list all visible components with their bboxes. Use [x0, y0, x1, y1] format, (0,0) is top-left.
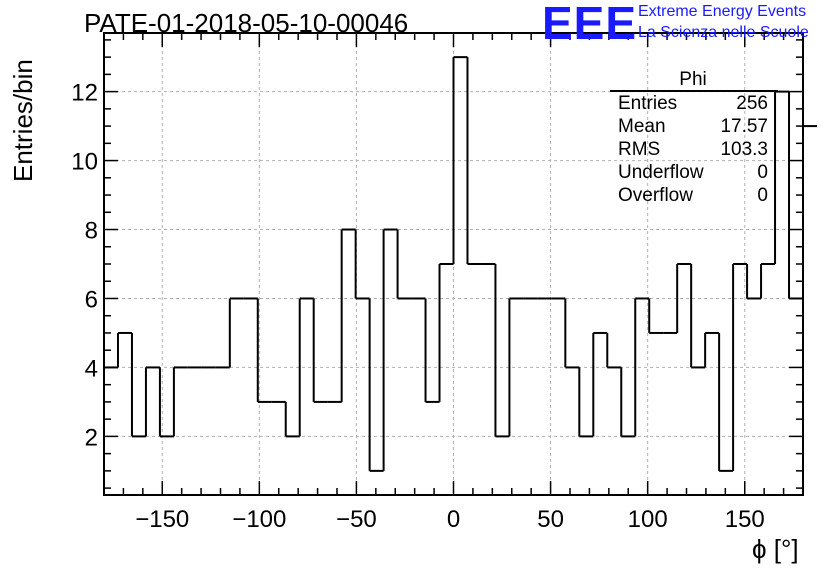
- y-axis-label: Entries/bin: [8, 59, 38, 182]
- x-tick-label: −150: [135, 506, 189, 533]
- histogram-bars: [104, 56, 817, 472]
- x-tick-label: −50: [336, 506, 377, 533]
- stats-row-underflow: Underflow 0: [608, 161, 778, 184]
- y-tick-label: 6: [85, 286, 98, 313]
- stats-label: Underflow: [618, 162, 704, 183]
- eee-logo: EEE: [542, 0, 638, 49]
- x-tick-label: 50: [537, 506, 564, 533]
- stats-row-entries: Entries 256: [608, 92, 778, 115]
- stats-value: 103.3: [720, 139, 768, 160]
- tick-labels: −150 −100 −50 0 50 100 150 2 4 6 8 10 12: [71, 80, 764, 533]
- stats-title: Phi: [679, 69, 707, 90]
- chart-title: PATE-01-2018-05-10-00046: [84, 8, 409, 38]
- y-tick-label: 12: [71, 80, 98, 107]
- stats-row-mean: Mean 17.57: [608, 115, 778, 138]
- y-tick-label: 2: [85, 424, 98, 451]
- y-tick-label: 4: [85, 355, 98, 382]
- x-axis-label: ϕ [°]: [752, 534, 799, 564]
- stats-row-overflow: Overflow 0: [608, 184, 778, 207]
- stats-value: 256: [736, 93, 768, 114]
- axes: [103, 32, 804, 496]
- stats-box: Phi Entries 256 Mean 17.57 RMS 103.3 Und…: [608, 70, 778, 207]
- x-tick-label: 100: [628, 506, 668, 533]
- x-tick-label: −100: [232, 506, 286, 533]
- y-tick-label: 8: [85, 218, 98, 245]
- logo-text-line2: La Scienza nelle Scuole: [638, 24, 809, 41]
- stats-value: 0: [757, 185, 768, 206]
- stats-label: Mean: [618, 116, 666, 137]
- x-tick-label: 0: [447, 506, 460, 533]
- stats-divider: [610, 90, 778, 92]
- y-tick-label: 10: [71, 149, 98, 176]
- logo-text-line1: Extreme Energy Events: [638, 3, 807, 20]
- stats-label: Entries: [618, 93, 678, 114]
- stats-label: RMS: [618, 139, 661, 160]
- stats-row-rms: RMS 103.3: [608, 138, 778, 161]
- stats-value: 17.57: [720, 116, 768, 137]
- stats-label: Overflow: [618, 185, 693, 206]
- stats-value: 0: [757, 162, 768, 183]
- x-tick-label: 150: [725, 506, 765, 533]
